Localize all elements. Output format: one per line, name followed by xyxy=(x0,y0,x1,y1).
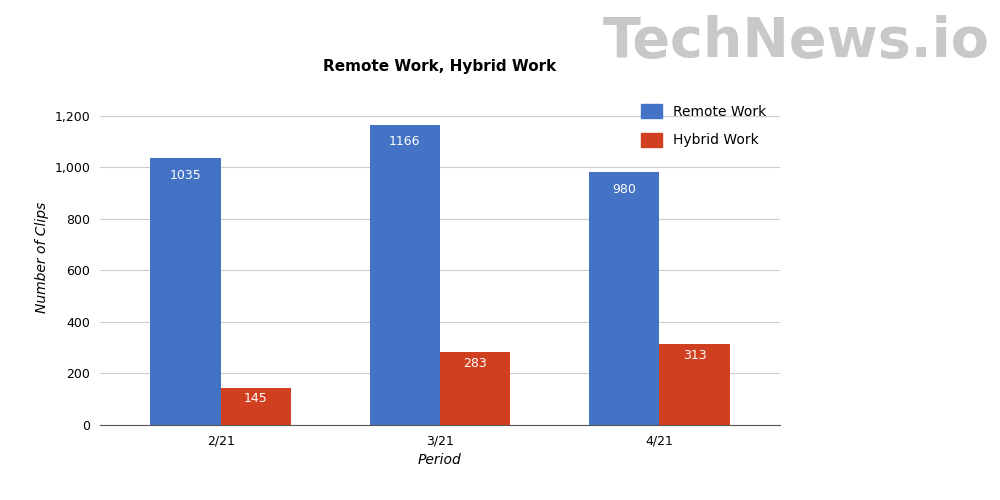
Y-axis label: Number of Clips: Number of Clips xyxy=(35,202,49,313)
X-axis label: Period: Period xyxy=(418,454,462,468)
Text: 313: 313 xyxy=(683,349,706,362)
Text: 1035: 1035 xyxy=(170,168,201,181)
Text: 283: 283 xyxy=(463,356,487,370)
Text: 1166: 1166 xyxy=(389,135,421,148)
Bar xyxy=(659,344,730,425)
Legend: Remote Work, Hybrid Work: Remote Work, Hybrid Work xyxy=(634,97,773,154)
Bar xyxy=(150,158,221,425)
Bar xyxy=(440,352,510,425)
Bar xyxy=(589,172,659,425)
Bar xyxy=(370,124,440,425)
Text: 145: 145 xyxy=(244,392,268,406)
Bar xyxy=(221,388,291,425)
Text: 980: 980 xyxy=(612,183,636,196)
Text: TechNews.io: TechNews.io xyxy=(603,15,990,69)
Title: Remote Work, Hybrid Work: Remote Work, Hybrid Work xyxy=(323,58,557,74)
